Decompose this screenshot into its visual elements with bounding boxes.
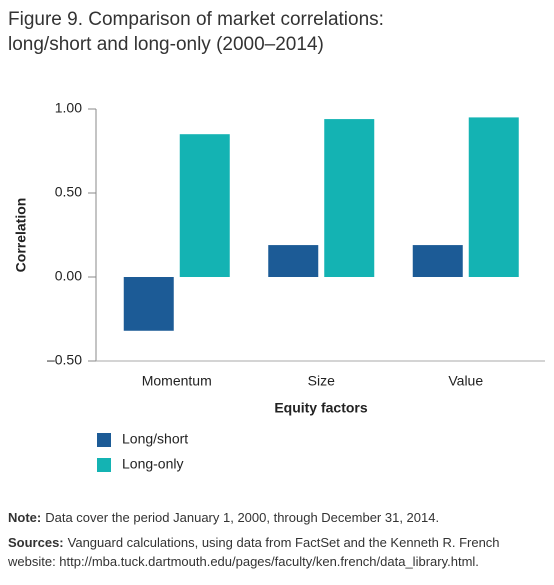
y-axis-label: Correlation: [13, 198, 29, 273]
chart-title: Figure 9. Comparison of market correlati…: [8, 9, 384, 30]
notes: Note: Data cover the period January 1, 20…: [8, 508, 528, 577]
x-tick-label: Size: [308, 373, 335, 389]
note-text: Vanguard calculations, using data from F…: [8, 535, 500, 569]
note: Note: Data cover the period January 1, 20…: [8, 508, 528, 527]
bar: [412, 245, 463, 277]
bar: [123, 277, 174, 331]
legend-label: Long-only: [122, 456, 184, 472]
y-tick-label: 1.00: [55, 100, 82, 116]
note: Sources: Vanguard calculations, using dat…: [8, 533, 528, 571]
bar: [268, 245, 319, 277]
bar: [179, 134, 230, 277]
bar: [324, 119, 375, 277]
chart: Figure 9. Comparison of market correlati…: [8, 9, 545, 472]
legend-swatch: [97, 458, 111, 472]
y-tick-label: –0.50: [47, 352, 82, 368]
bar: [468, 117, 519, 278]
x-tick-label: Momentum: [142, 373, 212, 389]
x-axis-label: Equity factors: [274, 400, 368, 416]
note-label: Sources:: [8, 535, 64, 550]
y-tick-label: 0.50: [55, 184, 82, 200]
x-tick-label: Value: [448, 373, 483, 389]
legend-swatch: [97, 433, 111, 447]
chart-title: long/short and long-only (2000–2014): [8, 34, 324, 55]
y-tick-label: 0.00: [55, 268, 82, 284]
note-label: Note:: [8, 510, 42, 525]
legend-label: Long/short: [122, 431, 188, 447]
note-text: Data cover the period January 1, 2000, t…: [45, 510, 440, 525]
